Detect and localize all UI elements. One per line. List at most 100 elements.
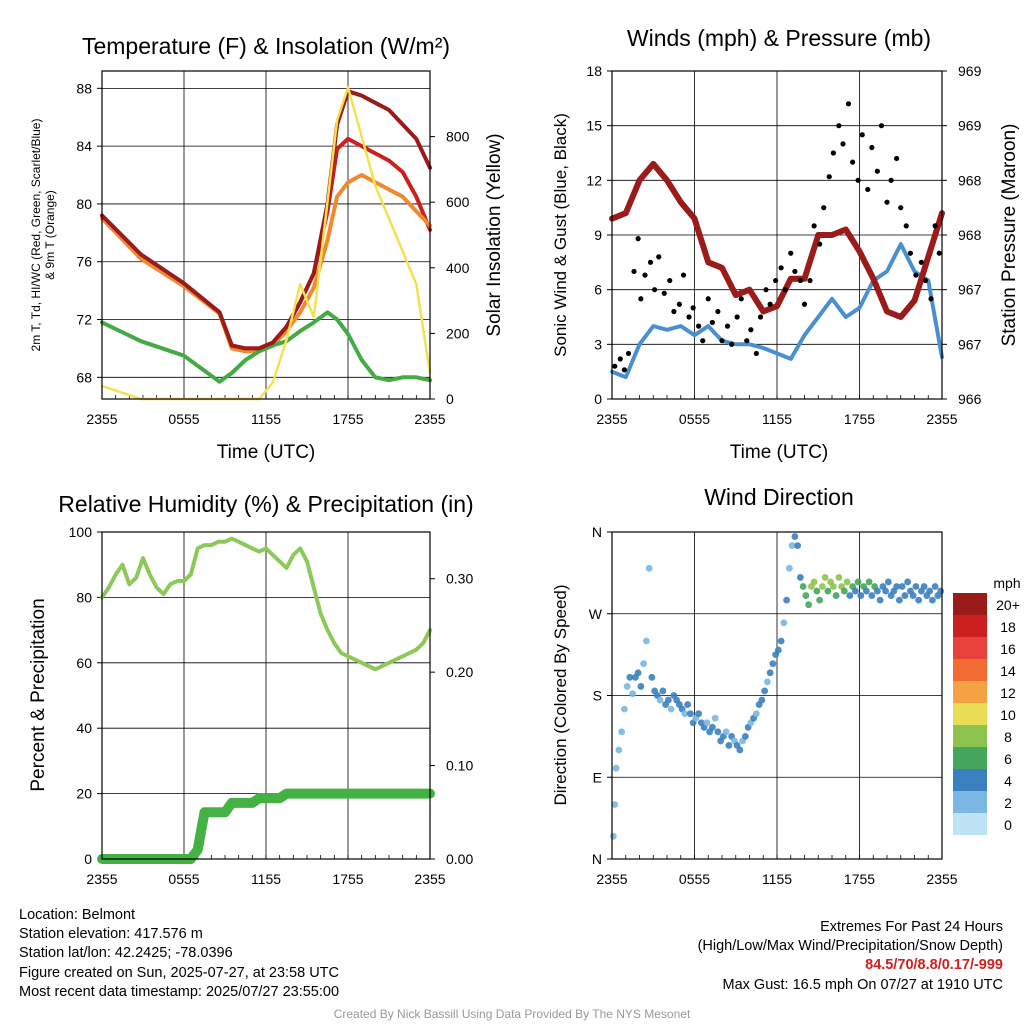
direction-point xyxy=(840,587,848,595)
gust-point xyxy=(744,338,750,344)
direction-point xyxy=(626,673,634,681)
gust-point xyxy=(638,296,644,302)
location-text: Location: Belmont xyxy=(19,907,136,923)
direction-point xyxy=(634,669,642,677)
direction-point xyxy=(659,687,667,695)
direction-point xyxy=(615,746,623,754)
x-tick-label: 1155 xyxy=(251,871,281,887)
direction-point xyxy=(637,683,645,690)
y2-tick-label: 968 xyxy=(958,172,982,188)
x-tick-label: 0555 xyxy=(168,411,199,427)
y-tick-label: 72 xyxy=(76,312,92,328)
direction-point xyxy=(796,574,804,581)
y-tick-label: 60 xyxy=(76,655,92,671)
y2-tick-label: 967 xyxy=(958,336,982,352)
colorbar-label: 8 xyxy=(1004,729,1012,745)
colorbar-label: 20+ xyxy=(996,597,1020,613)
direction-point xyxy=(725,742,733,749)
gust-point xyxy=(898,205,904,211)
direction-point xyxy=(821,574,829,581)
direction-point xyxy=(774,646,782,654)
gust-point xyxy=(865,186,871,193)
direction-point xyxy=(763,678,771,686)
y-tick-label: N xyxy=(592,851,602,867)
x-tick-label: 0555 xyxy=(679,411,710,427)
y2-tick-label: 800 xyxy=(446,129,470,145)
direction-point xyxy=(758,696,766,704)
gust-point xyxy=(826,174,832,180)
gust-point xyxy=(724,323,731,329)
series-line-td xyxy=(100,310,432,384)
gust-point xyxy=(782,287,788,293)
latlon-text: Station lat/lon: 42.2425; -78.0396 xyxy=(19,945,233,962)
y2-tick-label: 968 xyxy=(958,227,982,243)
direction-point xyxy=(708,723,716,731)
direction-point xyxy=(656,696,664,704)
colorbar-swatch xyxy=(953,703,987,725)
gust-point xyxy=(753,350,759,357)
gust-point xyxy=(903,223,909,229)
y-tick-label: N xyxy=(592,524,602,540)
direction-point xyxy=(611,801,619,808)
gust-point xyxy=(888,177,894,183)
y2-tick-label: 967 xyxy=(958,282,982,298)
y-tick-label: 68 xyxy=(76,369,92,385)
colorbar-label: 12 xyxy=(1000,685,1016,701)
gust-point xyxy=(715,308,721,315)
colorbar-label: 14 xyxy=(1000,663,1016,679)
gust-point xyxy=(625,350,632,357)
direction-point xyxy=(882,587,890,595)
gust-point xyxy=(652,287,658,293)
y-tick-label: E xyxy=(593,769,602,785)
x-tick-label: 2355 xyxy=(414,411,445,427)
direction-point xyxy=(884,578,892,586)
x-tick-label: 1755 xyxy=(844,411,875,427)
gust-point xyxy=(884,199,890,205)
colorbar-swatch xyxy=(953,769,987,791)
gust-point xyxy=(700,338,706,344)
station-info: Location: Belmont Station elevation: 417… xyxy=(19,906,339,1002)
direction-point xyxy=(832,592,840,599)
plot-frame xyxy=(101,70,431,400)
y-tick-label: W xyxy=(589,606,603,622)
y-tick-label: 6 xyxy=(594,282,602,298)
gust-point xyxy=(797,277,803,284)
direction-point xyxy=(794,542,802,550)
y-tick-label: 18 xyxy=(586,63,602,79)
gust-point xyxy=(855,177,861,183)
y-tick-label: 76 xyxy=(76,254,92,270)
y2-tick-label: 0.00 xyxy=(446,851,473,867)
y2-tick-label: 400 xyxy=(446,260,470,276)
direction-point xyxy=(618,728,626,736)
direction-point xyxy=(681,710,689,718)
y-tick-label: S xyxy=(593,688,602,704)
colorbar-label: 10 xyxy=(1000,707,1016,723)
direction-point xyxy=(805,601,813,609)
colorbar-label: 2 xyxy=(1004,795,1012,811)
x-tick-label: 0555 xyxy=(679,871,710,887)
direction-point xyxy=(904,578,912,586)
direction-point xyxy=(686,710,694,718)
chart-title: Relative Humidity (%) & Precipitation (i… xyxy=(58,491,473,517)
x-tick-label: 0555 xyxy=(168,871,199,887)
direction-point xyxy=(843,578,851,586)
colorbar-swatch xyxy=(953,791,987,813)
gust-point xyxy=(696,323,702,329)
direction-point xyxy=(937,587,945,595)
direction-point xyxy=(868,592,876,599)
gust-point xyxy=(690,305,696,311)
direction-point xyxy=(623,683,631,690)
direction-point xyxy=(829,583,837,590)
y2-tick-label: 969 xyxy=(958,63,982,79)
gust-point xyxy=(763,287,769,293)
y-tick-label: 80 xyxy=(76,196,92,212)
direction-point xyxy=(893,583,901,590)
gust-point xyxy=(836,123,842,129)
direction-point xyxy=(791,533,799,540)
y2-tick-label: 0 xyxy=(446,391,454,407)
chart-title: Winds (mph) & Pressure (mb) xyxy=(627,25,931,51)
y-tick-label: 84 xyxy=(76,138,92,154)
gust-point xyxy=(792,268,798,275)
gust-point xyxy=(642,272,648,278)
colorbar-swatch xyxy=(953,725,987,747)
